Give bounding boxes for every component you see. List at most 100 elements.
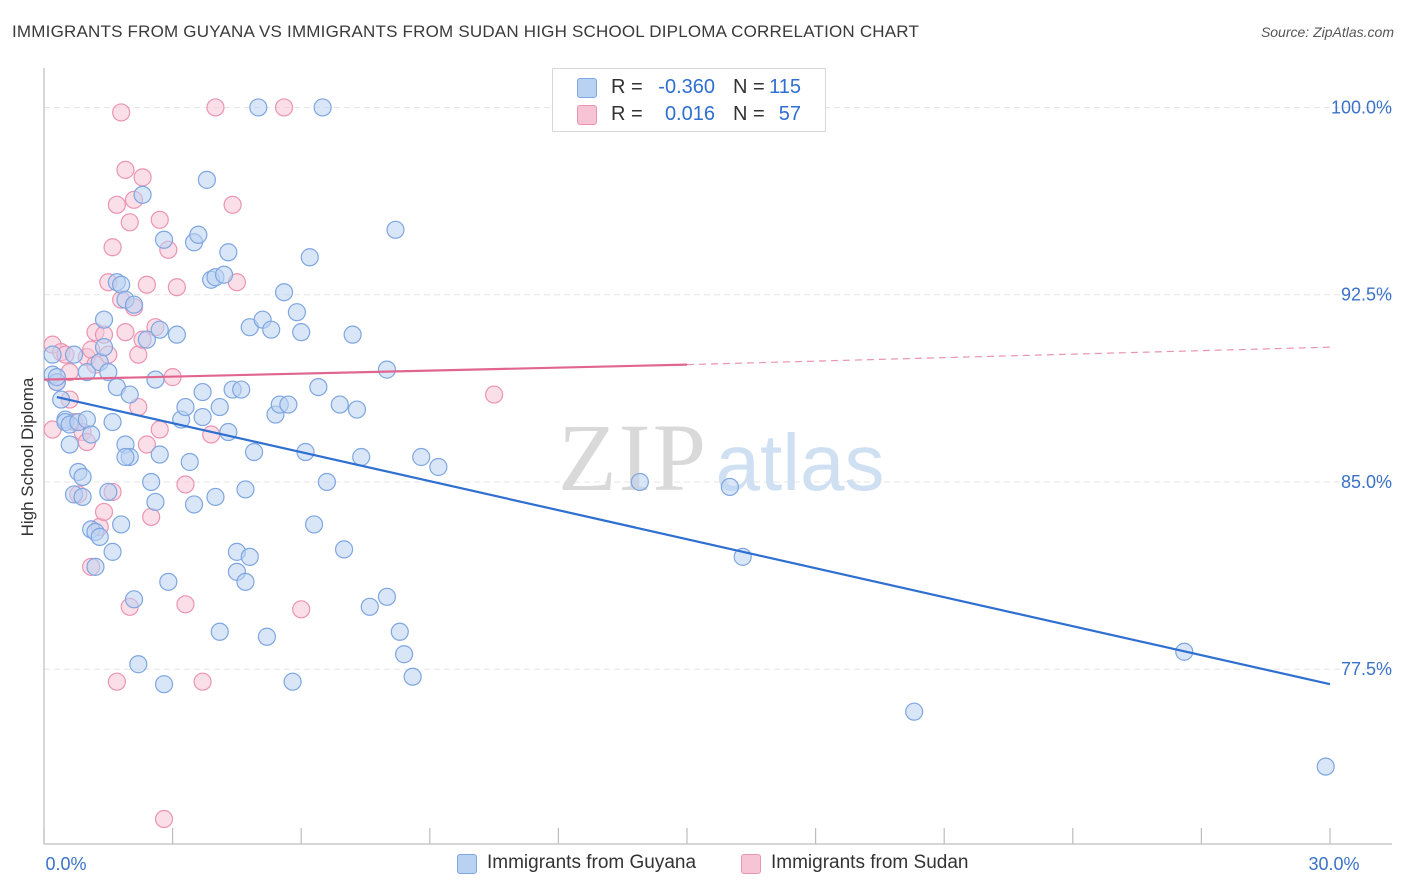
guyana-point (124, 295, 144, 314)
guyana-point (244, 442, 264, 462)
guyana-point (279, 395, 298, 414)
x-tick-label: 30.0% (1308, 854, 1359, 874)
chart-title: IMMIGRANTS FROM GUYANA VS IMMIGRANTS FRO… (12, 22, 920, 41)
guyana-swatch (577, 78, 597, 98)
guyana-point (330, 395, 349, 414)
sudan-point (223, 195, 242, 214)
guyana-point (90, 527, 109, 546)
guyana-point (94, 338, 114, 357)
guyana-point (94, 310, 114, 329)
sudan-point (133, 168, 152, 187)
guyana-point (313, 98, 332, 117)
guyana-point (176, 397, 195, 417)
guyana-point (184, 495, 204, 514)
guyana-point (352, 447, 371, 467)
sudan-point (107, 195, 126, 214)
guyana-point (232, 380, 251, 399)
sudan-point (167, 278, 186, 297)
guyana-point (720, 477, 739, 497)
guyana-point (292, 323, 311, 342)
sudan-point (116, 323, 135, 342)
legend-row-sudan: R = 0.016 N = 57 (553, 100, 825, 128)
guyana-point (386, 220, 405, 239)
sudan-point (94, 502, 114, 522)
guyana-point (103, 542, 122, 561)
guyana-point (103, 412, 122, 432)
sudan-legend-swatch (741, 854, 761, 874)
guyana-point (129, 655, 148, 674)
guyana-point (197, 170, 216, 189)
guyana-n-value: 115 (769, 76, 801, 98)
guyana-point (214, 265, 234, 284)
guyana-point (274, 283, 294, 302)
sudan-trend-extension (686, 346, 1331, 366)
guyana-point (60, 435, 79, 454)
guyana-point (73, 487, 92, 507)
guyana-point (343, 325, 362, 344)
guyana-point (116, 447, 135, 467)
guyana-point (377, 587, 397, 606)
guyana-point (287, 303, 307, 322)
guyana-point (180, 452, 199, 472)
points-layer (43, 98, 1335, 829)
guyana-legend-label: Immigrants from Guyana (487, 852, 697, 873)
r-label: R = (611, 103, 643, 125)
guyana-legend-swatch (457, 854, 477, 874)
guyana-point (73, 467, 92, 487)
guyana-point (154, 230, 174, 249)
guyana-point (429, 457, 448, 477)
sudan-point (150, 210, 169, 229)
stats-legend: R = -0.360 N = 115 R = 0.016 N = 57 (552, 68, 826, 132)
guyana-point (133, 185, 152, 204)
y-tick-label: 85.0% (1341, 472, 1392, 492)
sudan-point (116, 160, 135, 179)
sudan-trend-line (43, 363, 688, 381)
guyana-point (120, 385, 139, 404)
guyana-r-value: -0.360 (658, 76, 715, 98)
guyana-point (412, 447, 431, 467)
guyana-point (77, 363, 96, 382)
guyana-point (283, 672, 302, 691)
watermark: ZIP atlas (558, 404, 884, 511)
y-tick-label: 77.5% (1341, 659, 1392, 679)
sudan-point (103, 238, 122, 257)
guyana-point (142, 472, 161, 492)
guyana-point (150, 320, 169, 339)
sudan-point (206, 98, 225, 117)
sudan-point (129, 345, 148, 364)
guyana-point (137, 330, 156, 349)
sudan-r-value: 0.016 (664, 103, 715, 125)
guyana-point (150, 445, 169, 464)
n-label: N = (733, 76, 765, 98)
guyana-point (193, 407, 212, 427)
guyana-point (112, 275, 131, 294)
guyana-point (64, 345, 84, 364)
axis-labels: 77.5% 85.0% 92.5% 100.0% 0.0% 30.0% High Schoo… (18, 97, 1392, 874)
guyana-point (219, 243, 238, 262)
guyana-point (210, 622, 229, 641)
sudan-point (142, 507, 161, 527)
guyana-point (257, 627, 277, 646)
guyana-point (394, 645, 414, 664)
guyana-point (146, 492, 165, 512)
guyana-point (206, 487, 225, 507)
axis-layer (43, 68, 1392, 845)
sudan-point (176, 475, 195, 494)
guyana-point (240, 547, 259, 566)
sudan-point (193, 672, 212, 691)
guyana-point (1316, 757, 1335, 776)
legend-row-guyana: R = -0.360 N = 115 (553, 73, 825, 101)
grid-layer (44, 106, 1392, 670)
sudan-point (485, 385, 504, 404)
sudan-point (150, 420, 169, 439)
guyana-point (317, 472, 337, 492)
sudan-point (137, 275, 156, 294)
sudan-point (120, 213, 139, 232)
guyana-point (403, 667, 422, 686)
guyana-point (630, 472, 649, 492)
sudan-point (112, 103, 131, 122)
guyana-point (189, 225, 208, 244)
guyana-point (99, 482, 118, 502)
sudan-legend-label: Immigrants from Sudan (771, 852, 969, 873)
